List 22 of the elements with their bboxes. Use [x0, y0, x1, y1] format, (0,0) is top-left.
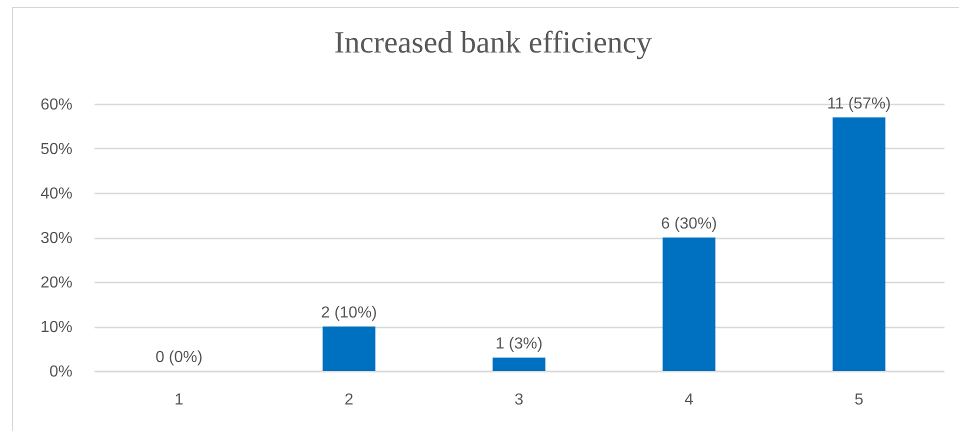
y-tick-label: 60% — [40, 96, 72, 114]
bar — [492, 358, 546, 371]
x-tick-label: 1 — [174, 392, 184, 408]
bar — [662, 238, 716, 371]
bar — [832, 117, 886, 371]
chart-title: Increased bank efficiency — [334, 24, 652, 60]
x-tick-label: 5 — [854, 392, 864, 408]
x-tick-label: 2 — [344, 392, 354, 408]
x-tick-label: 4 — [684, 392, 694, 408]
y-tick-label: 0% — [49, 364, 72, 380]
y-tick-label: 10% — [40, 319, 72, 336]
y-tick-label: 20% — [40, 274, 72, 292]
data-label: 6 (30%) — [660, 216, 718, 232]
x-tick-label: 3 — [514, 392, 524, 408]
y-tick-label: 40% — [40, 186, 72, 202]
y-tick-label: 30% — [40, 230, 72, 247]
bar — [322, 326, 376, 371]
data-label: 2 (10%) — [320, 304, 378, 322]
data-label: 1 (3%) — [495, 336, 543, 353]
data-label: 0 (0%) — [155, 349, 203, 366]
data-label: 11 (57%) — [827, 95, 891, 112]
y-tick-label: 50% — [40, 141, 72, 158]
